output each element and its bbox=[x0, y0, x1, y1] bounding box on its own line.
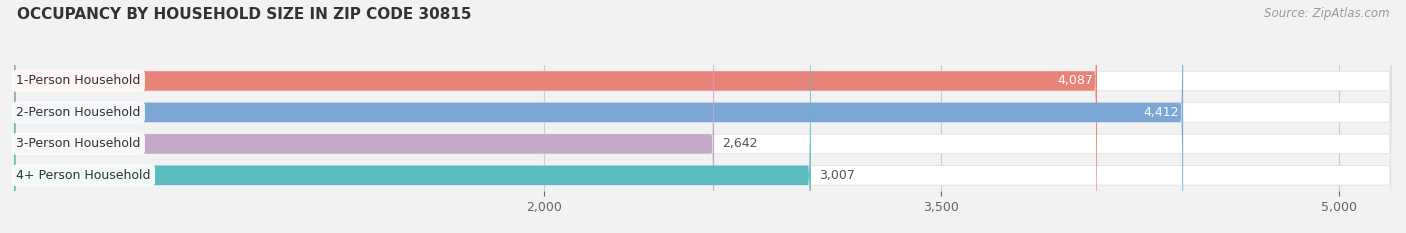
Text: 4+ Person Household: 4+ Person Household bbox=[17, 169, 150, 182]
FancyBboxPatch shape bbox=[14, 0, 1392, 233]
FancyBboxPatch shape bbox=[14, 0, 1182, 233]
Text: 4,412: 4,412 bbox=[1143, 106, 1180, 119]
Text: OCCUPANCY BY HOUSEHOLD SIZE IN ZIP CODE 30815: OCCUPANCY BY HOUSEHOLD SIZE IN ZIP CODE … bbox=[17, 7, 471, 22]
Text: 2,642: 2,642 bbox=[723, 137, 758, 150]
Text: 2-Person Household: 2-Person Household bbox=[17, 106, 141, 119]
Text: 4,087: 4,087 bbox=[1057, 75, 1092, 87]
FancyBboxPatch shape bbox=[14, 0, 1392, 233]
FancyBboxPatch shape bbox=[14, 0, 1392, 233]
Text: Source: ZipAtlas.com: Source: ZipAtlas.com bbox=[1264, 7, 1389, 20]
FancyBboxPatch shape bbox=[14, 0, 1097, 233]
Text: 1-Person Household: 1-Person Household bbox=[17, 75, 141, 87]
FancyBboxPatch shape bbox=[14, 0, 714, 233]
FancyBboxPatch shape bbox=[14, 0, 1392, 233]
Text: 3,007: 3,007 bbox=[818, 169, 855, 182]
FancyBboxPatch shape bbox=[14, 0, 811, 233]
Text: 3-Person Household: 3-Person Household bbox=[17, 137, 141, 150]
